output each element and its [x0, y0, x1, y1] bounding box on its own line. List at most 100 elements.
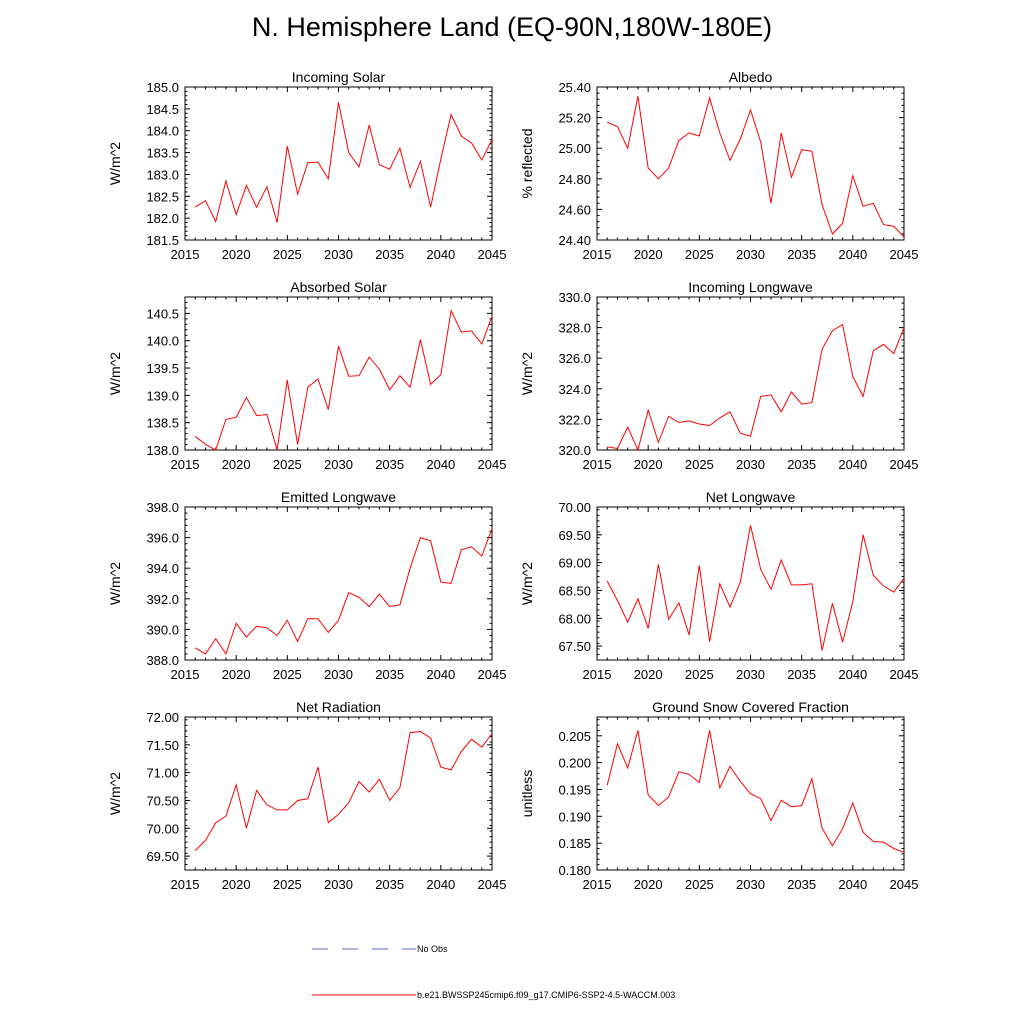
absorbed-solar-x-tick-label: 2020 [222, 457, 251, 472]
net-longwave-series-line [606, 525, 905, 651]
ground-snow-covered-fraction-x-tick-label: 2040 [838, 877, 867, 892]
panel-net-longwave: Net Longwave W/m^2 2015 2020 2025 2030 2035 204… [519, 489, 918, 682]
net-radiation-x-tick-label: 2035 [375, 877, 404, 892]
incoming-solar-y-tick-label: 181.5 [146, 233, 179, 248]
absorbed-solar-x-tick-label: 2025 [273, 457, 302, 472]
net-radiation-y-tick-label: 70.00 [146, 821, 179, 836]
albedo-y-tick-label: 25.40 [558, 80, 591, 95]
net-radiation-y-tick-label: 70.50 [146, 793, 179, 808]
net-radiation-y-tick-label: 71.50 [146, 738, 179, 753]
ground-snow-covered-fraction-x-tick-label: 2045 [890, 877, 919, 892]
albedo-x-tick-label: 2030 [736, 247, 765, 262]
absorbed-solar-plot-frame [184, 296, 493, 451]
incoming-solar-x-tick-label: 2035 [375, 247, 404, 262]
absorbed-solar-x-tick-label: 2045 [478, 457, 507, 472]
emitted-longwave-y-tick-label: 398.0 [146, 500, 179, 515]
incoming-solar-y-tick-label: 183.0 [146, 167, 179, 182]
net-longwave-y-tick-label: 69.50 [558, 528, 591, 543]
incoming-solar-series-line [194, 102, 493, 224]
panel-albedo: Albedo % reflected 2015 2020 2025 2030 2035 204… [519, 69, 918, 262]
incoming-solar-plot-frame [184, 86, 493, 241]
absorbed-solar-series-line [194, 309, 493, 451]
emitted-longwave-title: Emitted Longwave [281, 489, 396, 505]
incoming-longwave-y-axis-label: W/m^2 [519, 352, 535, 395]
absorbed-solar-x-tick-label: 2030 [324, 457, 353, 472]
emitted-longwave-y-tick-label: 388.0 [146, 653, 179, 668]
absorbed-solar-y-tick-label: 138.0 [146, 443, 179, 458]
net-longwave-y-tick-label: 70.00 [558, 500, 591, 515]
net-radiation-x-tick-label: 2015 [171, 877, 200, 892]
net-longwave-y-tick-label: 68.50 [558, 583, 591, 598]
albedo-x-tick-label: 2045 [890, 247, 919, 262]
emitted-longwave-y-tick-label: 394.0 [146, 561, 179, 576]
incoming-solar-x-tick-label: 2045 [478, 247, 507, 262]
net-radiation-x-tick-label: 2020 [222, 877, 251, 892]
absorbed-solar-y-tick-label: 139.5 [146, 361, 179, 376]
incoming-solar-y-tick-label: 182.5 [146, 189, 179, 204]
net-longwave-x-tick-label: 2040 [838, 667, 867, 682]
emitted-longwave-y-tick-label: 396.0 [146, 531, 179, 546]
albedo-series-line [606, 95, 905, 238]
net-radiation-title: Net Radiation [296, 699, 381, 715]
ground-snow-covered-fraction-y-tick-label: 0.200 [558, 756, 591, 771]
net-longwave-x-tick-label: 2045 [890, 667, 919, 682]
net-longwave-y-tick-label: 69.00 [558, 556, 591, 571]
incoming-solar-y-tick-label: 182.0 [146, 211, 179, 226]
incoming-longwave-y-tick-label: 320.0 [558, 443, 591, 458]
emitted-longwave-y-axis-label: W/m^2 [107, 562, 123, 605]
net-longwave-x-tick-label: 2030 [736, 667, 765, 682]
ground-snow-covered-fraction-y-tick-label: 0.180 [558, 863, 591, 878]
incoming-longwave-x-tick-label: 2045 [890, 457, 919, 472]
legend-label-no-obs: No Obs [417, 944, 448, 954]
panel-incoming-longwave: Incoming Longwave W/m^2 2015 2020 2025 2030 20… [519, 279, 918, 472]
ground-snow-covered-fraction-y-tick-label: 0.205 [558, 729, 591, 744]
incoming-longwave-x-tick-label: 2015 [583, 457, 612, 472]
albedo-y-tick-label: 25.20 [558, 111, 591, 126]
incoming-solar-y-tick-label: 183.5 [146, 146, 179, 161]
emitted-longwave-x-tick-label: 2040 [426, 667, 455, 682]
incoming-longwave-x-tick-label: 2030 [736, 457, 765, 472]
absorbed-solar-x-tick-label: 2035 [375, 457, 404, 472]
emitted-longwave-series-line [194, 528, 493, 656]
net-longwave-plot-frame [596, 506, 905, 661]
legend-swatch-no-obs [312, 948, 416, 950]
ground-snow-covered-fraction-x-tick-label: 2015 [583, 877, 612, 892]
net-longwave-x-tick-label: 2035 [787, 667, 816, 682]
incoming-solar-x-tick-label: 2015 [171, 247, 200, 262]
ground-snow-covered-fraction-y-tick-label: 0.190 [558, 809, 591, 824]
incoming-longwave-title: Incoming Longwave [688, 279, 813, 295]
net-radiation-y-tick-label: 72.00 [146, 710, 179, 725]
absorbed-solar-x-tick-label: 2015 [171, 457, 200, 472]
incoming-longwave-x-tick-label: 2025 [685, 457, 714, 472]
albedo-x-tick-label: 2040 [838, 247, 867, 262]
incoming-longwave-y-tick-label: 322.0 [558, 412, 591, 427]
ground-snow-covered-fraction-series-line [606, 730, 905, 853]
albedo-title: Albedo [729, 69, 773, 85]
incoming-longwave-series-line [607, 323, 905, 452]
net-longwave-x-tick-label: 2015 [583, 667, 612, 682]
incoming-solar-title: Incoming Solar [292, 69, 386, 85]
panel-net-radiation: Net Radiation W/m^2 2015 2020 2025 2030 2035 20… [107, 699, 506, 892]
emitted-longwave-x-tick-label: 2025 [273, 667, 302, 682]
ground-snow-covered-fraction-x-tick-label: 2030 [736, 877, 765, 892]
panel-emitted-longwave: Emitted Longwave W/m^2 2015 2020 2025 2030 203… [107, 489, 506, 682]
net-radiation-y-tick-label: 71.00 [146, 766, 179, 781]
incoming-longwave-y-tick-label: 326.0 [558, 351, 591, 366]
ground-snow-covered-fraction-y-tick-label: 0.195 [558, 782, 591, 797]
net-longwave-title: Net Longwave [706, 489, 796, 505]
albedo-x-tick-label: 2025 [685, 247, 714, 262]
net-radiation-y-tick-label: 69.50 [146, 849, 179, 864]
absorbed-solar-y-tick-label: 139.0 [146, 388, 179, 403]
net-longwave-x-tick-label: 2020 [634, 667, 663, 682]
emitted-longwave-x-tick-label: 2020 [222, 667, 251, 682]
absorbed-solar-y-tick-label: 140.0 [146, 334, 179, 349]
net-radiation-x-tick-label: 2045 [478, 877, 507, 892]
albedo-x-tick-label: 2020 [634, 247, 663, 262]
albedo-y-tick-label: 25.00 [558, 141, 591, 156]
incoming-solar-x-tick-label: 2040 [426, 247, 455, 262]
incoming-longwave-plot-frame [596, 296, 905, 451]
ground-snow-covered-fraction-y-axis-label: unitless [519, 770, 535, 817]
emitted-longwave-y-tick-label: 390.0 [146, 622, 179, 637]
ground-snow-covered-fraction-y-tick-label: 0.185 [558, 836, 591, 851]
absorbed-solar-y-axis-label: W/m^2 [107, 352, 123, 395]
